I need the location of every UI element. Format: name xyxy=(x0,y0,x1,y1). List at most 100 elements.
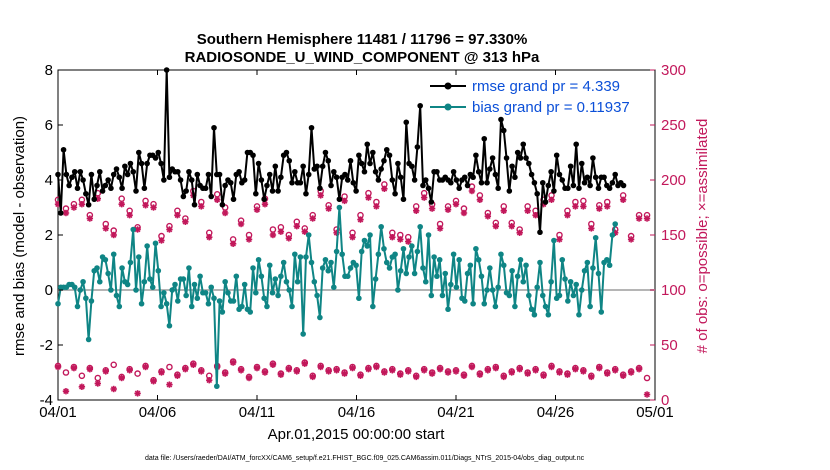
obs-assimilated-point-stroke xyxy=(301,360,308,367)
obs-assimilated-point-stroke xyxy=(413,207,420,214)
bias-point xyxy=(548,278,554,285)
obs-assimilated-point xyxy=(86,366,94,373)
bias-point xyxy=(247,309,254,315)
bias-point xyxy=(372,276,379,282)
obs-assimilated-point xyxy=(182,218,189,225)
obs-assimilated-point xyxy=(627,236,635,243)
rmse-point xyxy=(266,171,273,178)
bias-point xyxy=(562,276,568,282)
obs-assimilated-point-stroke xyxy=(445,206,451,213)
rmse-point xyxy=(347,157,354,164)
rmse-point xyxy=(119,185,125,192)
obs-assimilated-point xyxy=(548,196,555,203)
bias-point xyxy=(358,248,365,255)
rmse-point xyxy=(55,171,61,178)
obs-assimilated-point xyxy=(237,220,245,228)
obs-assimilated-point xyxy=(174,372,181,379)
rmse-point xyxy=(141,185,148,192)
rmse-point xyxy=(283,149,290,156)
obs-assimilated-point-stroke xyxy=(71,204,77,211)
bias-point xyxy=(278,273,284,280)
obs-assimilated-point-stroke xyxy=(158,369,165,376)
bias-point xyxy=(604,256,610,263)
obs-assimilated-point xyxy=(293,368,300,375)
bias-point xyxy=(339,251,345,258)
bias-point xyxy=(319,265,326,271)
rmse-point xyxy=(609,179,616,186)
bias-point xyxy=(161,289,167,296)
obs-assimilated-point-stroke xyxy=(349,365,356,371)
obs-assimilated-point xyxy=(349,364,356,372)
obs-assimilated-point xyxy=(405,368,412,375)
bias-point xyxy=(141,278,148,285)
rmse-point xyxy=(428,199,435,205)
obs-assimilated-point xyxy=(405,238,412,245)
rmse-point xyxy=(397,174,404,181)
obs-assimilated-point-stroke xyxy=(63,388,69,395)
rmse-point xyxy=(322,149,329,156)
obs-assimilated-point xyxy=(317,192,324,199)
bias-point xyxy=(464,270,471,277)
obs-assimilated-point-stroke xyxy=(620,372,627,379)
bias-point xyxy=(397,267,404,274)
bias-point xyxy=(492,303,499,310)
rmse-point xyxy=(578,160,585,167)
obs-assimilated-point xyxy=(381,185,388,192)
obs-assimilated-point-stroke xyxy=(469,364,475,370)
rmse-point xyxy=(69,174,75,181)
obs-assimilated-point xyxy=(436,225,444,232)
bias-point xyxy=(230,298,237,304)
obs-assimilated-point-stroke xyxy=(254,206,260,213)
obs-assimilated-point-stroke xyxy=(349,234,356,241)
obs-assimilated-point-stroke xyxy=(429,370,435,377)
obs-assimilated-point xyxy=(373,363,380,371)
rmse-point xyxy=(85,201,92,208)
obs-assimilated-point xyxy=(221,209,229,217)
rmse-point xyxy=(567,163,574,170)
obs-assimilated-point-stroke xyxy=(572,366,579,373)
obs-assimilated-point xyxy=(285,366,293,373)
rmse-point xyxy=(478,179,485,186)
rmse-point xyxy=(105,177,111,183)
obs-assimilated-point-stroke xyxy=(620,196,627,203)
obs-assimilated-point-stroke xyxy=(118,201,125,208)
bias-point xyxy=(183,292,189,299)
obs-assimilated-point-stroke xyxy=(604,203,611,210)
obs-assimilated-point-stroke xyxy=(126,212,133,219)
bias-point xyxy=(386,265,393,271)
bias-point xyxy=(311,278,318,285)
obs-assimilated-point-stroke xyxy=(134,226,141,233)
rmse-point xyxy=(545,182,552,189)
obs-assimilated-point xyxy=(413,373,420,381)
obs-assimilated-point-stroke xyxy=(150,204,157,211)
bias-point xyxy=(303,254,309,260)
bias-point xyxy=(526,292,532,299)
bias-point xyxy=(353,262,359,269)
rmse-point xyxy=(573,141,579,148)
bias-point xyxy=(456,256,462,263)
bias-point xyxy=(144,243,150,249)
rmse-point xyxy=(80,177,86,183)
rmse-point xyxy=(331,168,337,175)
left-tick-label: -4 xyxy=(40,392,53,409)
bias-point xyxy=(149,284,156,291)
obs-assimilated-point xyxy=(190,361,197,368)
obs-assimilated-point xyxy=(182,366,189,373)
obs-assimilated-point-stroke xyxy=(628,236,634,243)
obs-assimilated-point-stroke xyxy=(270,361,276,368)
obs-assimilated-point xyxy=(484,213,492,220)
obs-assimilated-point-stroke xyxy=(71,365,77,371)
obs-assimilated-point xyxy=(564,371,571,378)
rmse-point xyxy=(517,155,524,161)
bias-point xyxy=(592,234,599,241)
rmse-point xyxy=(188,177,195,183)
obs-assimilated-point xyxy=(102,368,109,375)
obs-assimilated-point xyxy=(508,369,515,376)
obs-assimilated-point-stroke xyxy=(214,196,221,203)
obs-assimilated-point xyxy=(420,367,428,374)
obs-assimilated-point xyxy=(317,363,324,371)
bias-point xyxy=(537,259,543,266)
obs-assimilated-point-stroke xyxy=(516,229,523,236)
obs-assimilated-point xyxy=(206,377,213,384)
left-tick-label: 8 xyxy=(45,62,53,79)
